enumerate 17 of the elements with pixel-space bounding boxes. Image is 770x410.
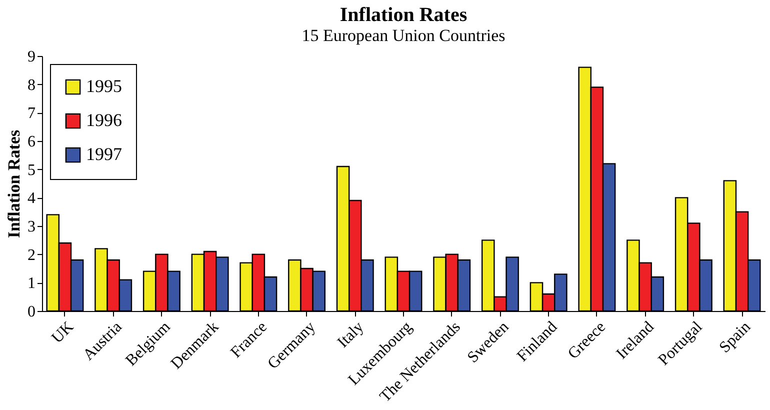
- chart-title: Inflation Rates: [340, 4, 468, 26]
- y-tick-label: 1: [28, 275, 36, 292]
- legend-label: 1997: [86, 144, 122, 164]
- y-tick-label: 3: [28, 218, 36, 236]
- legend-label: 1996: [86, 110, 122, 130]
- y-axis-title: Inflation Rates: [4, 130, 24, 238]
- y-tick-label: 0: [28, 304, 36, 320]
- y-tick-label: 6: [28, 134, 36, 150]
- chart-subtitle: 15 European Union Countries: [302, 26, 506, 45]
- y-tick-label: 8: [28, 76, 36, 94]
- legend-label: 1995: [86, 76, 122, 96]
- y-tick-label: 4: [28, 190, 36, 208]
- y-tick-label: 9: [28, 48, 36, 66]
- y-tick-label: 7: [28, 105, 36, 122]
- y-tick-label: 5: [28, 162, 36, 179]
- x-tick-label: UK: [48, 318, 78, 347]
- y-tick-label: 2: [28, 246, 36, 264]
